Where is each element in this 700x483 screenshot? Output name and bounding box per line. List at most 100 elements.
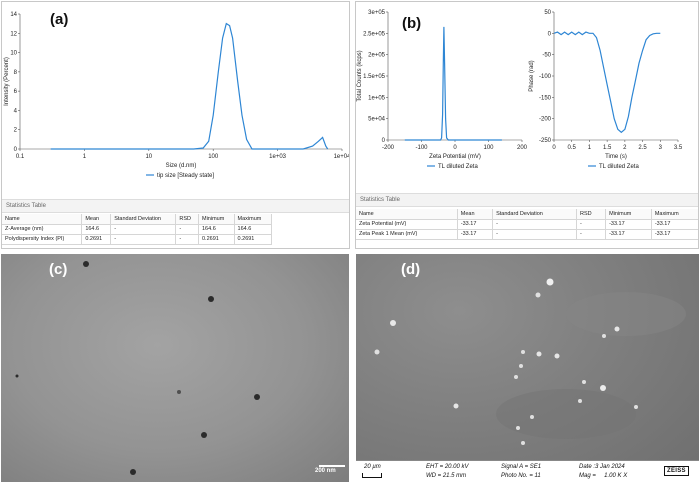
cell: 0.2691: [81, 234, 112, 245]
particle: [554, 353, 560, 359]
cell: -: [175, 234, 199, 245]
table-row: Z-Average (nm) 164.6 - - 164.6 164.6: [2, 224, 273, 235]
y-tick-label: 12: [10, 31, 17, 37]
particle: [582, 380, 586, 384]
series-line: [553, 31, 661, 134]
y-tick-label: 10: [10, 51, 17, 57]
panel-a: 0.1 1 10 100 1e+03 1e+04 0 2 4 6 8 10 12 14 Size (d.nm…: [1, 1, 350, 249]
x-tick-label: 2.5: [638, 145, 647, 151]
table-row: Zeta Peak 1 Mean (mV) -33.17 - - -33.17 …: [356, 229, 698, 240]
x-tick-label: 3.5: [674, 145, 683, 151]
cell: 0.2691: [198, 234, 235, 245]
signal-value: Signal A = SE1: [501, 464, 542, 470]
cell: -33.17: [605, 229, 652, 240]
particle: [530, 415, 534, 419]
x-tick-label: 3: [659, 145, 663, 151]
y-tick-label: 8: [14, 70, 18, 76]
x-tick-label: 0.5: [568, 145, 577, 151]
scale-bar: [362, 473, 382, 478]
cell: Zeta Peak 1 Mean (mV): [356, 229, 458, 240]
panel-b: -200 -100 0 100 200 0 5e+04 1e+05 1.5e+05 2e+05 2.…: [355, 1, 699, 249]
nanoparticle: [201, 432, 207, 438]
nanoparticle: [208, 296, 214, 302]
y-axis-label: Intensity (Percent): [4, 57, 10, 106]
series-line: [50, 22, 329, 150]
col-name: Name: [356, 209, 458, 220]
y-tick-label: 4: [14, 108, 18, 114]
capture-date: Date :3 Jan 2024: [579, 464, 625, 470]
surface-texture: [496, 389, 636, 439]
panel-a-label: (a): [50, 11, 68, 28]
col-sd: Standard Deviation: [492, 209, 577, 220]
y-tick-label: 1.5e+05: [363, 74, 386, 80]
y-tick-label: 0: [548, 31, 552, 37]
y-tick-label: -50: [542, 53, 551, 59]
nanoparticle: [15, 374, 19, 378]
y-axis-label: Total Counts (kcps): [357, 50, 363, 101]
table-row: Zeta Potential (mV) -33.17 - - -33.17 -3…: [356, 219, 698, 230]
y-tick-label: 6: [14, 89, 18, 95]
panel-b-label: (b): [402, 15, 421, 32]
x-axis-label: Size (d.nm): [166, 163, 197, 169]
sem-particles: [374, 278, 686, 445]
col-mean: Mean: [81, 214, 112, 225]
cell: Polydispersity Index (PI): [2, 234, 83, 245]
particle: [521, 441, 525, 445]
scale-label: 200 nm: [315, 468, 336, 474]
eht-value: EHT = 20.00 kV: [426, 464, 469, 470]
legend-label: TL diluted Zeta: [438, 164, 478, 170]
particle: [578, 399, 582, 403]
x-tick-label: 0: [552, 145, 556, 151]
particle: [634, 405, 638, 409]
statistics-table: Name Mean Standard Deviation RSD Minimum…: [356, 209, 698, 240]
statistics-table: Name Mean Standard Deviation RSD Minimum…: [2, 214, 273, 245]
legend-label: tip size [Steady state]: [157, 173, 214, 179]
cell: -: [492, 219, 577, 230]
y-tick-label: -150: [539, 95, 552, 101]
particle: [390, 320, 396, 326]
nanoparticle: [130, 469, 136, 475]
y-tick-label: 2.5e+05: [363, 31, 386, 37]
nanoparticle: [177, 390, 181, 394]
y-axis-label: Phase (rad): [529, 60, 535, 91]
cell: Zeta Potential (mV): [356, 219, 458, 230]
x-tick-label: 2: [623, 145, 627, 151]
scale-label: 20 µm: [364, 464, 381, 470]
series-line: [404, 26, 502, 141]
particle: [535, 292, 541, 298]
y-tick-label: 0: [382, 138, 386, 144]
nanoparticle: [83, 261, 89, 267]
sem-micrograph: (d) 20 µm EHT = 20.00 kV WD = 21.5 mm Si…: [356, 254, 699, 482]
x-tick-label: 0.1: [16, 154, 25, 160]
particle: [536, 351, 542, 357]
x-tick-label: 10: [145, 154, 152, 160]
y-tick-label: 1e+05: [368, 95, 386, 101]
col-sd: Standard Deviation: [110, 214, 177, 225]
y-tick-label: 0: [14, 147, 18, 153]
y-tick-label: -100: [539, 74, 552, 80]
y-tick-label: 50: [544, 10, 551, 16]
col-min: Minimum: [198, 214, 235, 225]
x-tick-label: 1: [83, 154, 87, 160]
cell: -: [576, 229, 607, 240]
cell: -33.17: [457, 219, 494, 230]
cell: 164.6: [234, 224, 273, 235]
tem-particles: [15, 261, 345, 475]
tem-micrograph: (c) 200 nm: [1, 254, 349, 482]
legend-label: TL diluted Zeta: [599, 164, 639, 170]
x-tick-label: 1e+03: [269, 154, 287, 160]
cell: Z-Average (nm): [2, 224, 83, 235]
x-tick-label: 1e+04: [334, 154, 350, 160]
wd-value: WD = 21.5 mm: [426, 473, 467, 479]
col-name: Name: [2, 214, 83, 225]
statistics-table-title: Statistics Table: [356, 193, 698, 207]
col-rsd: RSD: [175, 214, 199, 225]
y-tick-label: 2e+05: [368, 53, 386, 59]
x-tick-label: -100: [415, 145, 428, 151]
x-tick-label: 100: [483, 145, 494, 151]
x-tick-label: 200: [517, 145, 528, 151]
x-tick-label: 1: [588, 145, 592, 151]
table-header-row: Name Mean Standard Deviation RSD Minimum…: [2, 214, 273, 225]
cell: -33.17: [651, 219, 698, 230]
y-tick-label: 3e+05: [368, 10, 386, 16]
